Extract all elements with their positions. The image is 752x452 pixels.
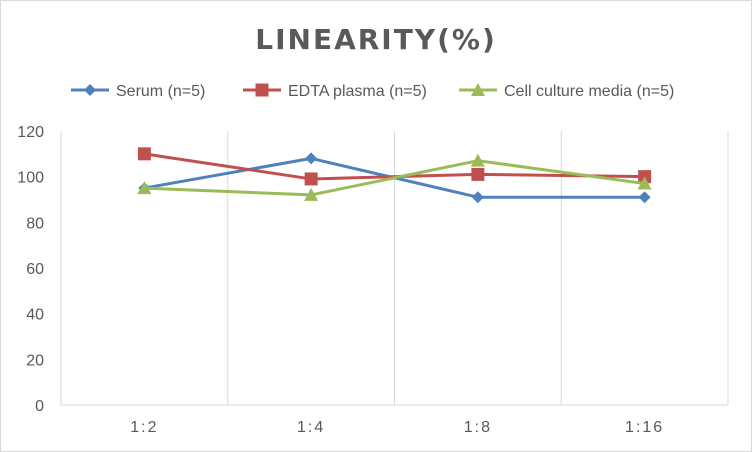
x-tick-label: 1:8: [464, 419, 492, 436]
data-point: [638, 191, 651, 204]
y-tick-label: 20: [26, 352, 44, 369]
x-tick-label: 1:16: [625, 419, 664, 436]
y-axis: 0 20 40 60 80 100 120: [17, 124, 44, 415]
x-tick-label: 1:2: [130, 419, 158, 436]
legend-item: Serum (n=5): [71, 83, 205, 100]
y-tick-label: 60: [26, 261, 44, 278]
data-point: [471, 167, 485, 181]
legend-marker: [84, 84, 96, 96]
series-group: [137, 147, 652, 204]
grid: [60, 131, 729, 406]
data-point: [471, 191, 484, 204]
y-tick-label: 120: [17, 124, 44, 141]
legend-label: Serum (n=5): [116, 83, 205, 100]
y-tick-label: 100: [17, 170, 44, 187]
legend-marker: [255, 83, 269, 97]
legend: Serum (n=5) EDTA plasma (n=5) Cell culture…: [71, 83, 674, 100]
legend-label: Cell culture media (n=5): [504, 83, 674, 100]
legend-item: Cell culture media (n=5): [459, 83, 674, 100]
y-tick-label: 80: [26, 215, 44, 232]
legend-label: EDTA plasma (n=5): [288, 83, 427, 100]
data-point: [304, 172, 318, 186]
data-point: [137, 181, 152, 195]
series-3: [137, 153, 652, 201]
data-point: [137, 147, 151, 161]
y-tick-label: 0: [35, 398, 44, 415]
chart-title: LINEARITY(%): [255, 23, 497, 56]
data-point: [637, 176, 652, 190]
x-axis: 1:2 1:4 1:8 1:16: [130, 419, 664, 436]
legend-marker: [471, 83, 485, 96]
legend-item: EDTA plasma (n=5): [243, 83, 427, 100]
y-tick-label: 40: [26, 307, 44, 324]
data-point: [304, 187, 319, 201]
data-point: [305, 152, 318, 165]
data-point: [470, 153, 485, 167]
x-tick-label: 1:4: [297, 419, 325, 436]
series-line: [144, 159, 645, 197]
